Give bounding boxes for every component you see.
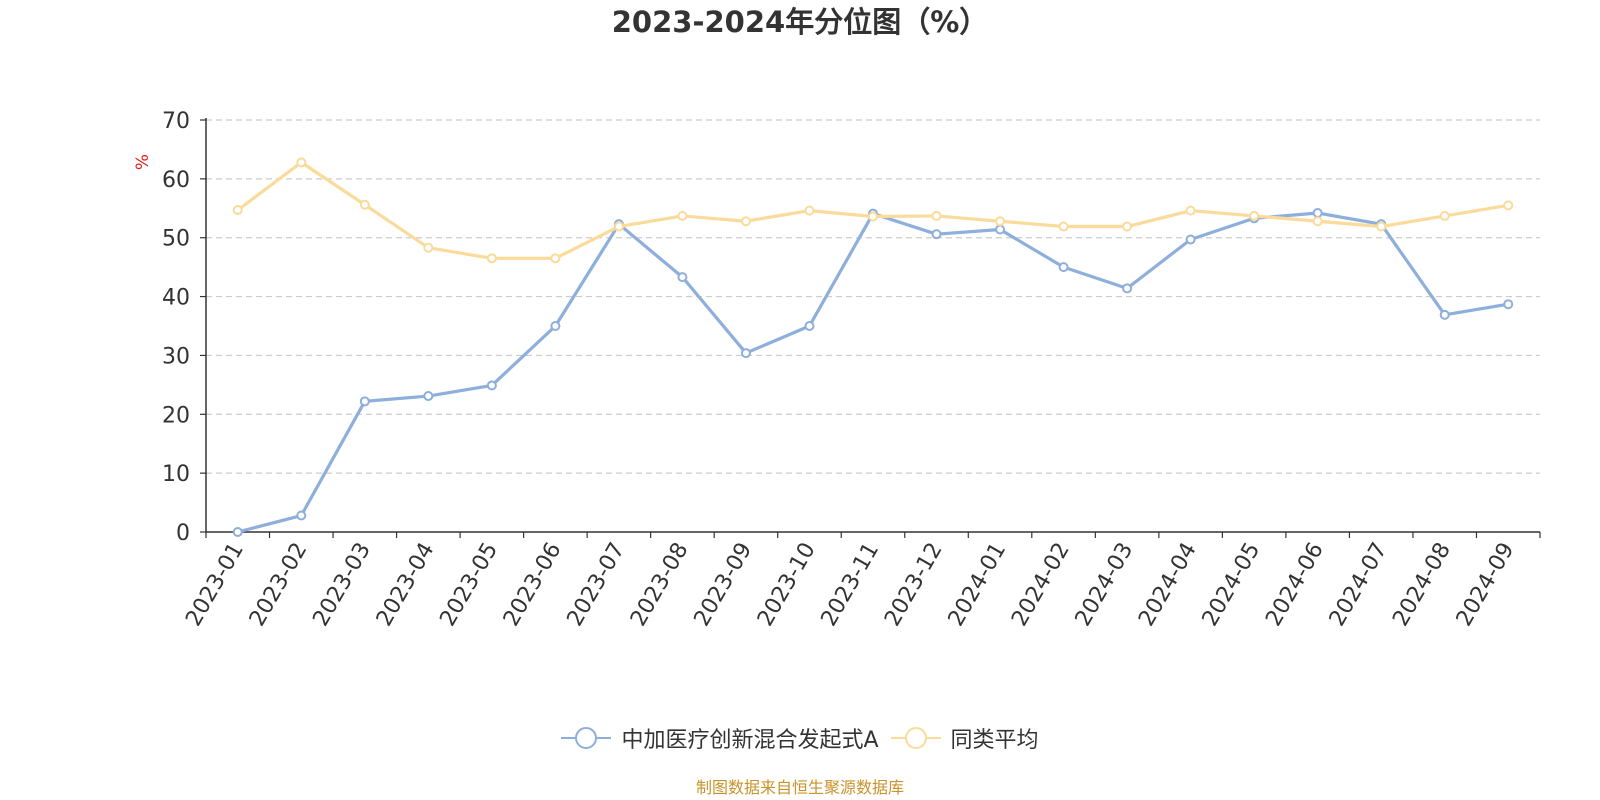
x-tick-label: 2023-05 xyxy=(435,539,503,631)
legend-label-fund: 中加医疗创新混合发起式A xyxy=(621,728,879,753)
data-point xyxy=(1185,234,1196,245)
x-tick-label: 2024-08 xyxy=(1388,539,1456,631)
x-tick-label: 2023-09 xyxy=(690,539,758,631)
y-tick-label: 40 xyxy=(162,286,190,311)
y-tick-label: 20 xyxy=(162,403,190,428)
x-tick-label: 2023-11 xyxy=(817,539,885,631)
x-tick-label: 2023-01 xyxy=(181,539,249,631)
data-point xyxy=(296,157,307,168)
x-tick-label: 2023-08 xyxy=(626,539,694,631)
data-point xyxy=(677,210,688,221)
x-tick-label: 2024-09 xyxy=(1452,539,1520,631)
legend: 中加医疗创新混合发起式A 同类平均 xyxy=(0,722,1600,754)
legend-item-peer-average[interactable]: 同类平均 xyxy=(890,722,1039,754)
legend-line-circle-icon xyxy=(890,727,941,749)
data-point xyxy=(359,199,370,210)
chart-title: 2023-2024年分位图（%） xyxy=(611,5,989,39)
x-tick-label: 2023-06 xyxy=(499,539,567,631)
data-point xyxy=(423,391,434,402)
data-point xyxy=(486,253,497,264)
data-point xyxy=(1439,210,1450,221)
data-point xyxy=(1503,299,1514,310)
data-point xyxy=(1312,207,1323,218)
data-point xyxy=(931,229,942,240)
data-point xyxy=(740,348,751,359)
y-tick-label: 30 xyxy=(162,344,190,369)
series-1 xyxy=(232,157,1514,264)
x-tick-label: 2024-07 xyxy=(1325,539,1393,631)
x-tick-label: 2024-02 xyxy=(1007,539,1075,631)
data-point xyxy=(486,380,497,391)
data-point xyxy=(1058,221,1069,232)
legend-label-peer-average: 同类平均 xyxy=(950,728,1039,753)
x-tick-label: 2023-02 xyxy=(245,539,313,631)
y-axis-label: % xyxy=(133,154,153,170)
y-tick-label: 60 xyxy=(162,168,190,193)
legend-item-fund[interactable]: 中加医疗创新混合发起式A xyxy=(561,722,879,754)
x-tick-label: 2024-06 xyxy=(1261,539,1329,631)
data-point xyxy=(1312,216,1323,227)
data-point xyxy=(995,216,1006,227)
data-point xyxy=(1185,205,1196,216)
data-point xyxy=(1058,262,1069,273)
x-tick-label: 2023-04 xyxy=(372,539,440,631)
y-tick-label: 0 xyxy=(176,521,190,546)
x-tick-label: 2023-07 xyxy=(562,539,630,631)
data-point xyxy=(740,216,751,227)
series-0 xyxy=(232,207,1514,537)
x-tick-label: 2023-10 xyxy=(753,539,821,631)
data-point xyxy=(613,221,624,232)
data-point xyxy=(995,224,1006,235)
x-tick-label: 2023-03 xyxy=(308,539,376,631)
data-point xyxy=(1503,200,1514,211)
data-point xyxy=(1439,309,1450,320)
data-point xyxy=(1249,210,1260,221)
grid-lines xyxy=(206,119,1540,474)
x-tick-label: 2024-05 xyxy=(1198,539,1266,631)
series-lines xyxy=(232,157,1514,537)
axes: 010203040506070%2023-012023-022023-03202… xyxy=(133,109,1541,631)
data-point xyxy=(1122,283,1133,294)
data-point xyxy=(423,242,434,253)
data-point xyxy=(931,210,942,221)
legend-line-circle-icon xyxy=(561,727,612,749)
x-tick-label: 2023-12 xyxy=(880,539,948,631)
series-line xyxy=(236,211,1510,534)
data-point xyxy=(677,272,688,283)
data-point xyxy=(804,321,815,331)
x-tick-label: 2024-01 xyxy=(944,539,1012,631)
y-tick-label: 50 xyxy=(162,227,190,252)
data-point xyxy=(868,211,878,222)
x-tick-label: 2024-04 xyxy=(1134,539,1202,631)
data-point xyxy=(550,321,561,331)
data-point xyxy=(232,527,243,537)
data-point xyxy=(359,396,370,407)
data-point xyxy=(804,205,815,216)
y-tick-label: 10 xyxy=(162,462,190,487)
data-point xyxy=(550,253,561,264)
data-point xyxy=(296,510,307,521)
data-source-note: 制图数据来自恒生聚源数据库 xyxy=(695,778,904,797)
x-tick-label: 2024-03 xyxy=(1071,539,1139,631)
data-point xyxy=(1376,221,1387,232)
y-tick-label: 70 xyxy=(162,109,190,134)
data-point xyxy=(1122,221,1133,232)
data-point xyxy=(232,205,243,216)
